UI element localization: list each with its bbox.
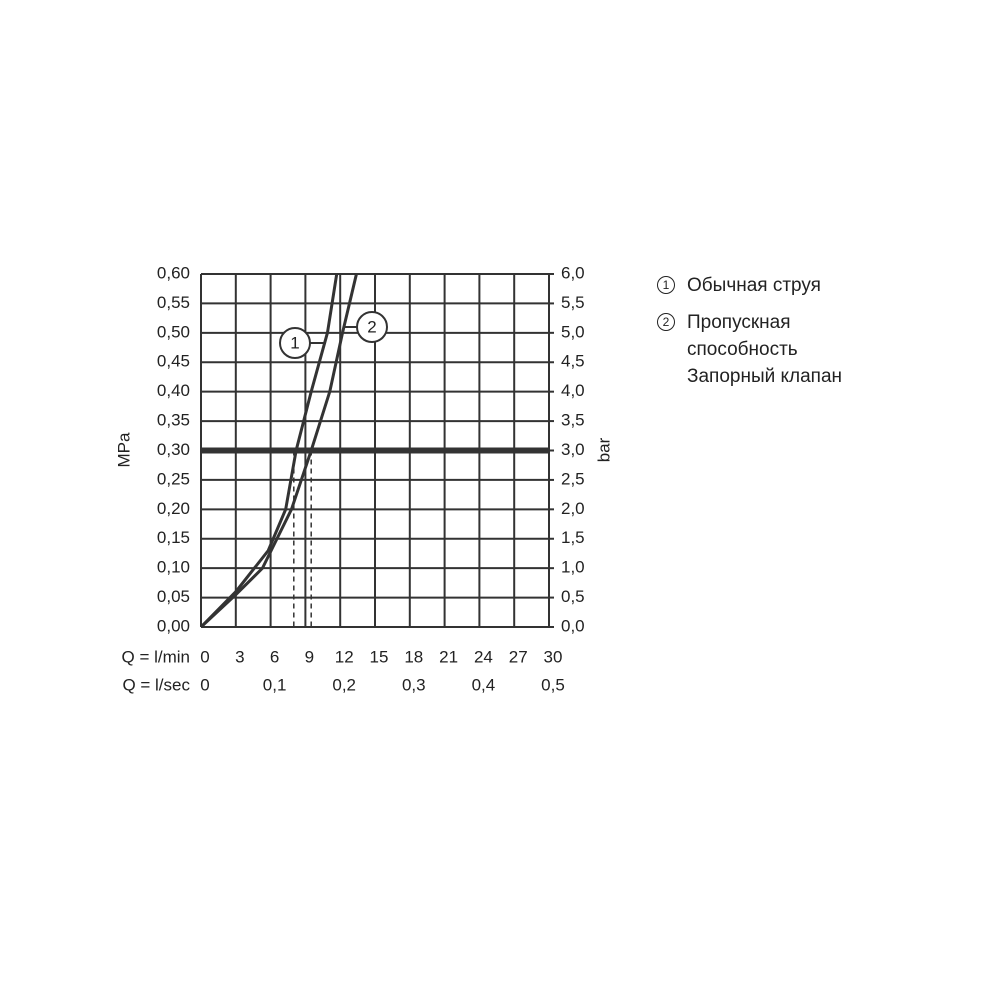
legend: 1 Обычная струя 2 Пропускная способность За…: [655, 272, 882, 400]
y-tick-label: 0,60: [157, 263, 190, 282]
x2-tick-label: 0,4: [472, 675, 496, 694]
y-tick-label: 0,50: [157, 322, 190, 341]
x-tick-label: 21: [439, 647, 458, 666]
legend-item: 2 Пропускная способность Запорный клапан: [655, 309, 882, 390]
y-tick-label: 0,15: [157, 528, 190, 547]
x-tick-label: 0: [200, 647, 209, 666]
legend-marker: 2: [657, 313, 675, 331]
y-tick-label: 0,25: [157, 469, 190, 488]
y2-tick-label: 0,0: [561, 616, 585, 635]
x2-tick-label: 0: [200, 675, 209, 694]
y-tick-label: 0,55: [157, 293, 190, 312]
x-tick-label: 24: [474, 647, 493, 666]
callout-label: 1: [290, 333, 299, 352]
x-tick-label: 27: [509, 647, 528, 666]
x-tick-label: 9: [305, 647, 314, 666]
y2-axis-label: bar: [594, 437, 613, 462]
x2-tick-label: 0,1: [263, 675, 287, 694]
x2-tick-label: 0,3: [402, 675, 426, 694]
y-tick-label: 0,40: [157, 381, 190, 400]
legend-marker: 1: [657, 276, 675, 294]
legend-item: 1 Обычная струя: [655, 272, 882, 299]
y-tick-label: 0,45: [157, 352, 190, 371]
x-tick-label: 12: [335, 647, 354, 666]
x-tick-label: 30: [544, 647, 563, 666]
y2-tick-label: 0,5: [561, 587, 585, 606]
callout-label: 2: [367, 317, 376, 336]
y2-tick-label: 1,0: [561, 558, 585, 577]
callout-circle: [279, 327, 311, 359]
y-tick-label: 0,05: [157, 587, 190, 606]
y2-tick-label: 4,5: [561, 352, 585, 371]
y2-tick-label: 2,0: [561, 499, 585, 518]
y-tick-label: 0,30: [157, 440, 190, 459]
y2-tick-label: 2,5: [561, 469, 585, 488]
x-tick-label: 18: [404, 647, 423, 666]
x-axis-label: Q = l/min: [122, 647, 191, 666]
legend-text: Пропускная способность Запорный клапан: [687, 312, 843, 387]
y2-tick-label: 1,5: [561, 528, 585, 547]
y2-tick-label: 5,0: [561, 322, 585, 341]
y2-tick-label: 4,0: [561, 381, 585, 400]
y-tick-label: 0,20: [157, 499, 190, 518]
y2-tick-label: 6,0: [561, 263, 585, 282]
callout-circle: [356, 311, 388, 343]
curve: [199, 273, 358, 629]
x2-tick-label: 0,2: [332, 675, 356, 694]
y2-tick-label: 3,5: [561, 411, 585, 430]
x2-tick-label: 0,5: [541, 675, 565, 694]
y-axis-label: MPa: [114, 432, 133, 468]
y-tick-label: 0,10: [157, 558, 190, 577]
x-tick-label: 6: [270, 647, 279, 666]
y2-tick-label: 5,5: [561, 293, 585, 312]
x2-axis-label: Q = l/sec: [122, 675, 190, 694]
y-tick-label: 0,00: [157, 616, 190, 635]
x-tick-label: 15: [370, 647, 389, 666]
y-tick-label: 0,35: [157, 411, 190, 430]
y2-tick-label: 3,0: [561, 440, 585, 459]
x-tick-label: 3: [235, 647, 244, 666]
legend-text: Обычная струя: [687, 275, 821, 296]
